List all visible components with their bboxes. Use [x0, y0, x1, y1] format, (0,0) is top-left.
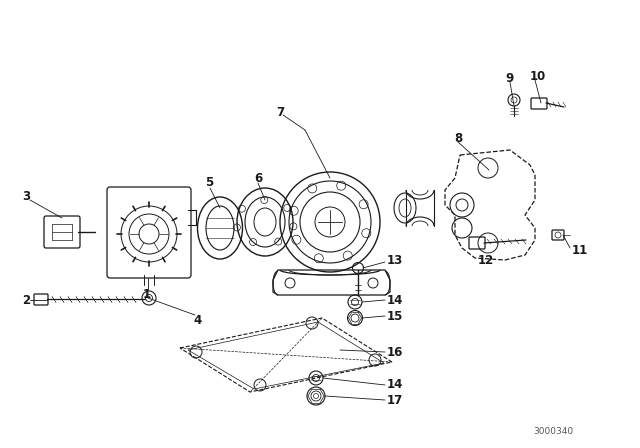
Text: 10: 10 [530, 69, 547, 82]
Text: 17: 17 [387, 393, 403, 406]
Text: 3: 3 [22, 190, 30, 203]
Text: 12: 12 [478, 254, 494, 267]
Text: 16: 16 [387, 345, 403, 358]
Text: 5: 5 [205, 177, 213, 190]
Text: 7: 7 [276, 105, 284, 119]
Text: 11: 11 [572, 244, 588, 257]
Text: 9: 9 [505, 72, 513, 85]
Text: 13: 13 [387, 254, 403, 267]
Text: 14: 14 [387, 293, 403, 306]
Text: 6: 6 [254, 172, 262, 185]
Text: 4: 4 [193, 314, 201, 327]
Text: 8: 8 [454, 132, 462, 145]
Text: 15: 15 [387, 310, 403, 323]
Text: 3000340: 3000340 [533, 427, 573, 436]
Text: 2: 2 [22, 293, 30, 306]
Text: 1: 1 [143, 288, 151, 301]
Text: 14: 14 [387, 379, 403, 392]
